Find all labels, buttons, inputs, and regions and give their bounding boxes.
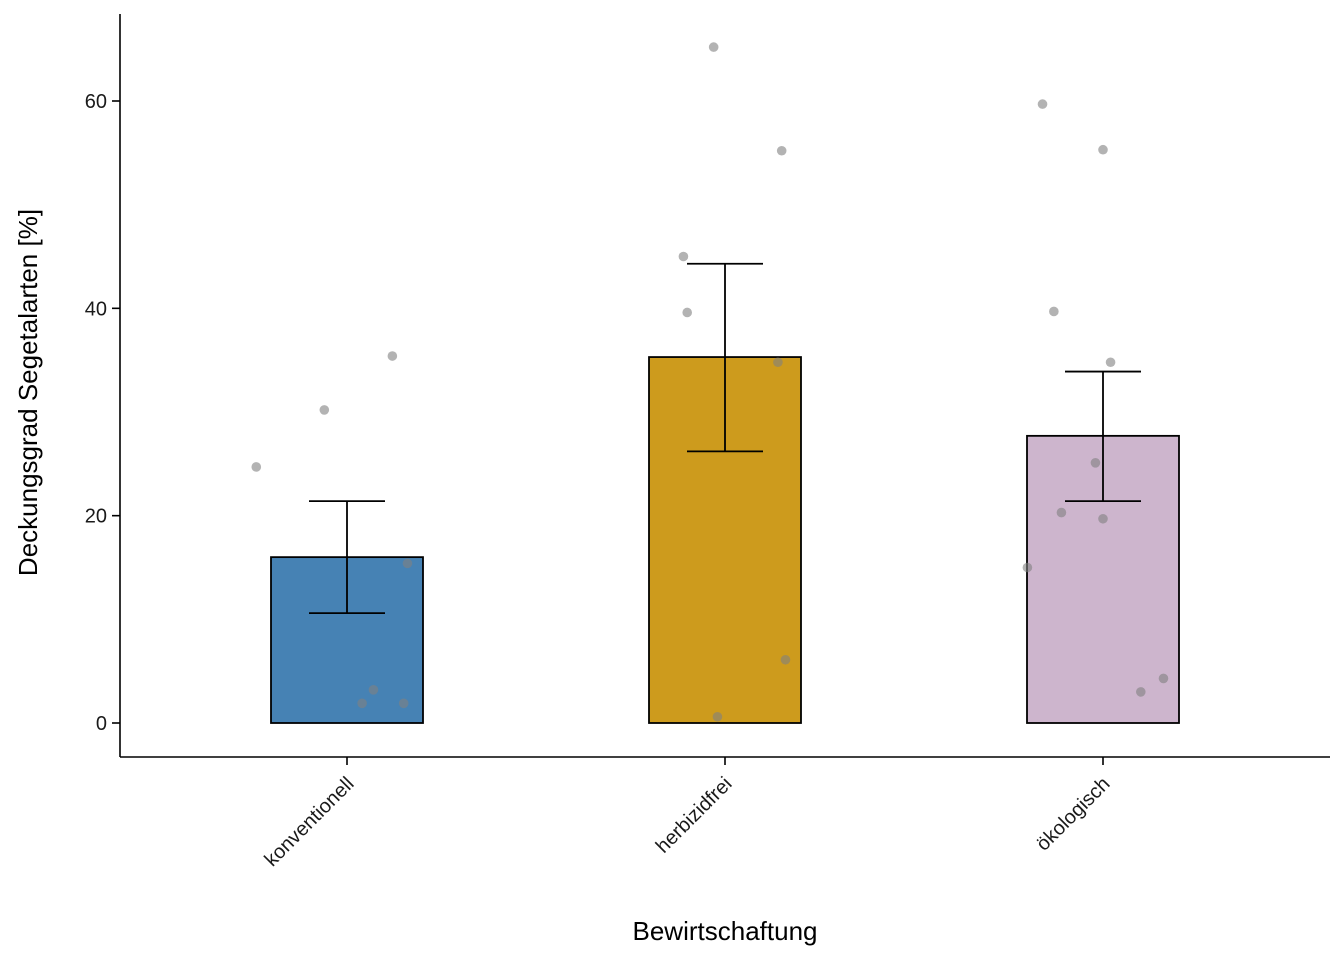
data-point <box>1049 306 1059 317</box>
y-tick-label: 60 <box>85 91 107 113</box>
points-layer <box>251 42 1169 722</box>
y-tick-label: 20 <box>85 506 107 528</box>
error-bar-2 <box>1065 370 1141 503</box>
data-point <box>398 698 409 709</box>
data-point <box>251 462 262 472</box>
error-bars-layer <box>309 262 1141 615</box>
y-tick-label: 0 <box>96 713 107 735</box>
data-point <box>1105 357 1116 368</box>
x-ticks: konventionell herbizidfrei ökologisch <box>260 757 1115 871</box>
data-point <box>319 405 330 415</box>
x-tick-label: konventionell <box>260 773 358 871</box>
y-ticks: 0 20 40 60 <box>85 91 120 735</box>
data-point <box>1136 687 1146 697</box>
data-point <box>1056 507 1067 518</box>
error-bar-1 <box>687 262 763 453</box>
data-point <box>1158 673 1169 684</box>
data-point <box>776 145 787 156</box>
data-point <box>1037 99 1048 109</box>
data-point <box>1098 513 1108 524</box>
data-point <box>1098 144 1108 155</box>
data-point <box>682 307 692 318</box>
data-point <box>712 711 723 722</box>
data-point <box>708 42 719 52</box>
data-point <box>1090 457 1101 468</box>
data-point <box>402 558 413 569</box>
y-tick-label: 40 <box>85 298 107 320</box>
x-axis-title: Bewirtschaftung <box>633 916 818 946</box>
data-point <box>678 251 689 262</box>
error-bar-0 <box>309 500 385 615</box>
data-point <box>773 357 783 368</box>
data-point <box>357 698 367 709</box>
data-point <box>387 351 398 361</box>
x-tick-label: ökologisch <box>1032 773 1114 855</box>
data-point <box>368 685 379 695</box>
y-axis-title: Deckungsgrad Segetalarten [%] <box>13 209 43 576</box>
data-point <box>1022 562 1033 573</box>
x-tick-label: herbizidfrei <box>652 773 737 858</box>
data-point <box>780 654 791 665</box>
